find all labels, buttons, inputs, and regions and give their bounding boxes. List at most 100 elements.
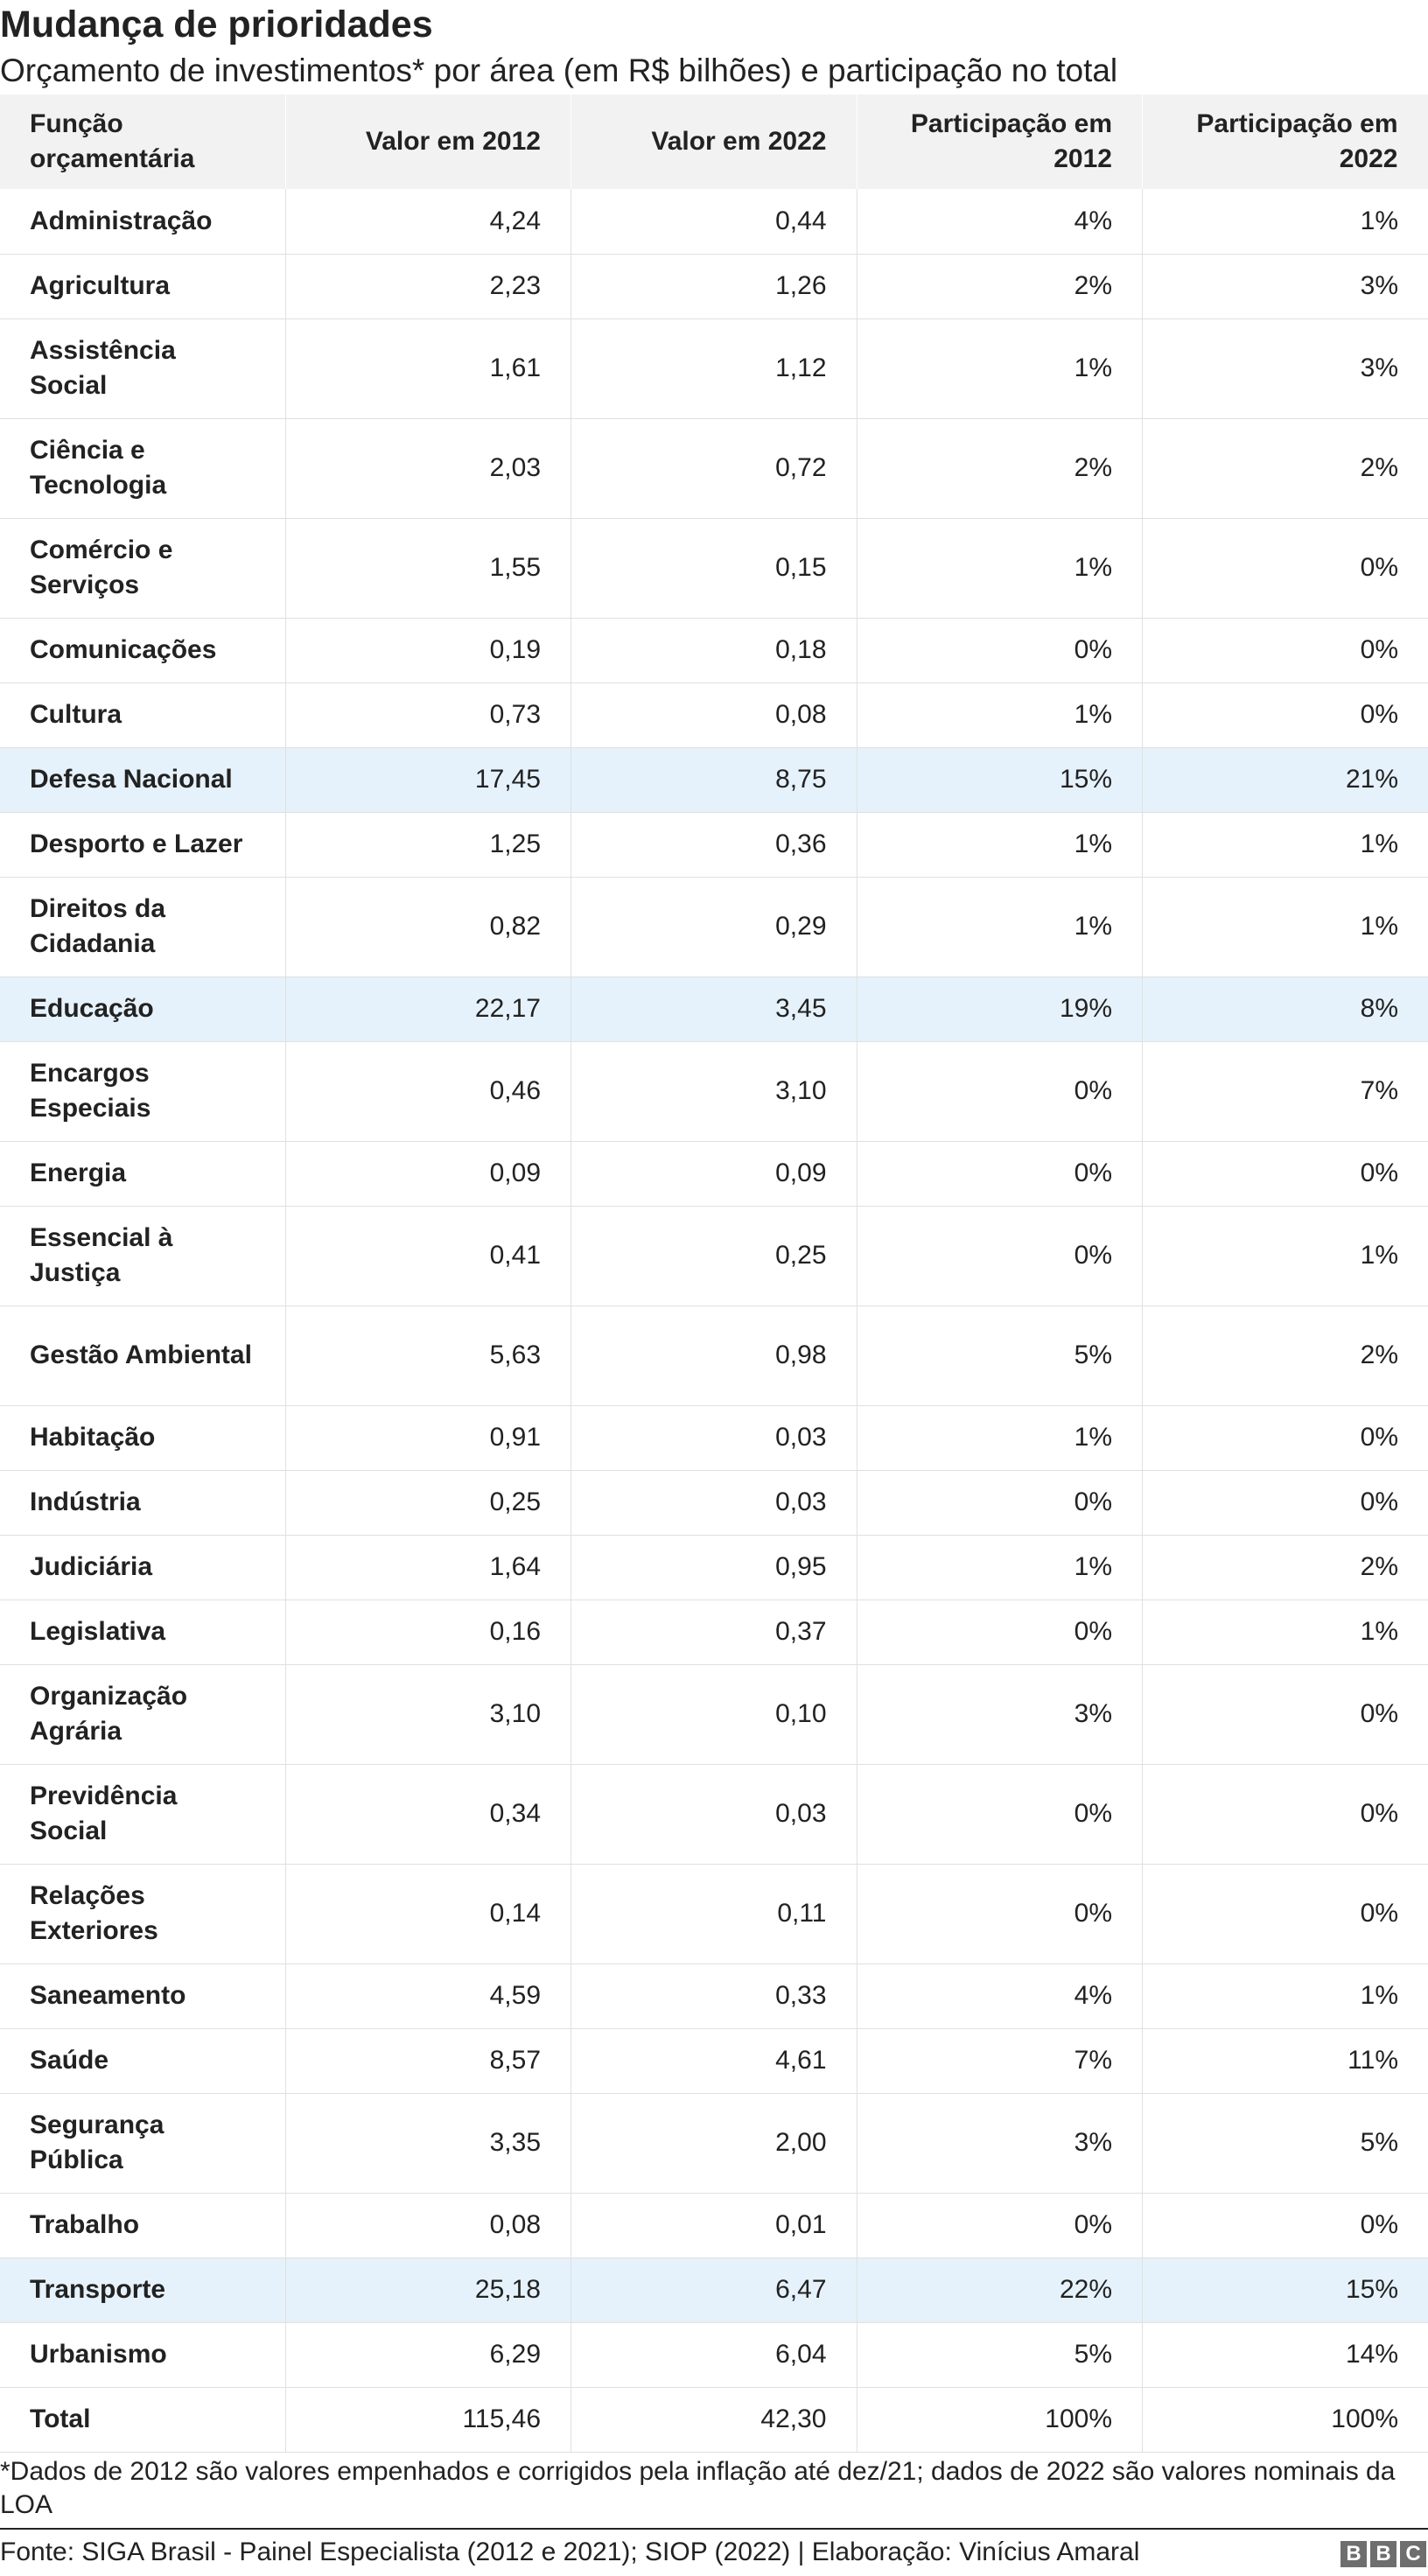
- cell-valor-2022: 2,00: [570, 2093, 858, 2194]
- cell-valor-2012: 3,10: [285, 1664, 571, 1765]
- cell-participacao-2012: 1%: [857, 812, 1143, 878]
- cell-participacao-2022: 0%: [1142, 1405, 1428, 1471]
- cell-participacao-2012: 0%: [857, 1141, 1143, 1207]
- cell-funcao: Administração: [0, 189, 286, 255]
- cell-participacao-2012: 1%: [857, 682, 1143, 748]
- cell-participacao-2012: 1%: [857, 318, 1143, 419]
- cell-participacao-2012: 1%: [857, 1405, 1143, 1471]
- cell-participacao-2012: 1%: [857, 877, 1143, 977]
- table-row: Desporto e Lazer 1,25 0,36 1% 1%: [0, 812, 1428, 878]
- source-note: Fonte: SIGA Brasil - Painel Especialista…: [0, 2538, 1140, 2566]
- table-row: Cultura 0,73 0,08 1% 0%: [0, 682, 1428, 748]
- cell-participacao-2022: 1%: [1142, 812, 1428, 878]
- cell-valor-2012: 2,03: [285, 418, 571, 519]
- cell-valor-2012: 6,29: [285, 2322, 571, 2388]
- cell-valor-2012: 1,55: [285, 518, 571, 619]
- cell-participacao-2012: 2%: [857, 254, 1143, 319]
- cell-funcao: Direitos da Cidadania: [0, 877, 286, 977]
- cell-participacao-2022: 3%: [1142, 318, 1428, 419]
- logo-letter: C: [1400, 2541, 1426, 2567]
- cell-funcao: Total: [0, 2387, 286, 2453]
- cell-valor-2022: 3,45: [570, 976, 858, 1042]
- cell-funcao: Desporto e Lazer: [0, 812, 286, 878]
- cell-participacao-2012: 1%: [857, 518, 1143, 619]
- cell-valor-2012: 0,91: [285, 1405, 571, 1471]
- cell-valor-2012: 0,46: [285, 1041, 571, 1142]
- cell-participacao-2022: 0%: [1142, 1470, 1428, 1536]
- cell-participacao-2022: 11%: [1142, 2028, 1428, 2094]
- cell-funcao: Defesa Nacional: [0, 747, 286, 813]
- table-row: Judiciária 1,64 0,95 1% 2%: [0, 1535, 1428, 1600]
- table-row: Relações Exteriores 0,14 0,11 0% 0%: [0, 1864, 1428, 1964]
- cell-participacao-2012: 0%: [857, 618, 1143, 683]
- cell-funcao: Encargos Especiais: [0, 1041, 286, 1142]
- cell-valor-2012: 0,25: [285, 1470, 571, 1536]
- table-row: Trabalho 0,08 0,01 0% 0%: [0, 2193, 1428, 2258]
- table-row: Administração 4,24 0,44 4% 1%: [0, 189, 1428, 255]
- cell-valor-2012: 4,24: [285, 189, 571, 255]
- cell-valor-2022: 0,29: [570, 877, 858, 977]
- cell-valor-2012: 1,25: [285, 812, 571, 878]
- cell-participacao-2012: 0%: [857, 2193, 1143, 2258]
- cell-valor-2022: 0,98: [570, 1306, 858, 1406]
- cell-valor-2022: 0,44: [570, 189, 858, 255]
- table-row: Ciência e Tecnologia 2,03 0,72 2% 2%: [0, 418, 1428, 519]
- cell-valor-2022: 0,25: [570, 1206, 858, 1306]
- cell-funcao: Segurança Pública: [0, 2093, 286, 2194]
- cell-valor-2012: 0,19: [285, 618, 571, 683]
- data-table: Função orçamentária Valor em 2012 Valor …: [0, 94, 1428, 2453]
- cell-participacao-2012: 0%: [857, 1041, 1143, 1142]
- cell-participacao-2022: 0%: [1142, 518, 1428, 619]
- cell-valor-2012: 17,45: [285, 747, 571, 813]
- bbc-logo: B B C: [1340, 2541, 1426, 2567]
- table-body: Administração 4,24 0,44 4% 1% Agricultura 2,23…: [0, 189, 1428, 2453]
- cell-funcao: Gestão Ambiental: [0, 1306, 286, 1406]
- cell-participacao-2012: 3%: [857, 1664, 1143, 1765]
- cell-funcao: Previdência Social: [0, 1764, 286, 1865]
- cell-participacao-2012: 4%: [857, 1964, 1143, 2029]
- table-row: Previdência Social 0,34 0,03 0% 0%: [0, 1764, 1428, 1865]
- cell-participacao-2022: 14%: [1142, 2322, 1428, 2388]
- cell-valor-2012: 0,14: [285, 1864, 571, 1964]
- cell-valor-2012: 0,09: [285, 1141, 571, 1207]
- table-row: Essencial à Justiça 0,41 0,25 0% 1%: [0, 1206, 1428, 1306]
- cell-participacao-2022: 0%: [1142, 682, 1428, 748]
- table-row: Assistência Social 1,61 1,12 1% 3%: [0, 318, 1428, 419]
- cell-valor-2022: 0,01: [570, 2193, 858, 2258]
- logo-letter: B: [1370, 2541, 1396, 2567]
- cell-valor-2022: 0,33: [570, 1964, 858, 2029]
- table-row: Saneamento 4,59 0,33 4% 1%: [0, 1964, 1428, 2029]
- cell-participacao-2012: 100%: [857, 2387, 1143, 2453]
- cell-participacao-2022: 0%: [1142, 1664, 1428, 1765]
- logo-letter: B: [1340, 2541, 1367, 2567]
- cell-funcao: Energia: [0, 1141, 286, 1207]
- table-header: Função orçamentária Valor em 2012 Valor …: [0, 94, 1428, 189]
- column-header-participacao-2012: Participação em 2012: [857, 94, 1143, 189]
- table-row: Comércio e Serviços 1,55 0,15 1% 0%: [0, 518, 1428, 619]
- table-row: Energia 0,09 0,09 0% 0%: [0, 1141, 1428, 1207]
- cell-participacao-2012: 2%: [857, 418, 1143, 519]
- cell-participacao-2022: 3%: [1142, 254, 1428, 319]
- cell-participacao-2022: 0%: [1142, 618, 1428, 683]
- table-row: Educação 22,17 3,45 19% 8%: [0, 976, 1428, 1042]
- cell-valor-2022: 8,75: [570, 747, 858, 813]
- cell-valor-2022: 4,61: [570, 2028, 858, 2094]
- cell-valor-2012: 0,82: [285, 877, 571, 977]
- cell-participacao-2022: 1%: [1142, 1964, 1428, 2029]
- footer-divider: [0, 2528, 1428, 2530]
- cell-participacao-2012: 4%: [857, 189, 1143, 255]
- table-row: Transporte 25,18 6,47 22% 15%: [0, 2258, 1428, 2323]
- cell-valor-2022: 0,03: [570, 1405, 858, 1471]
- cell-valor-2022: 0,37: [570, 1600, 858, 1665]
- cell-valor-2012: 0,08: [285, 2193, 571, 2258]
- cell-participacao-2022: 0%: [1142, 1141, 1428, 1207]
- cell-valor-2012: 0,34: [285, 1764, 571, 1865]
- cell-participacao-2022: 5%: [1142, 2093, 1428, 2194]
- cell-valor-2012: 0,16: [285, 1600, 571, 1665]
- cell-valor-2012: 0,73: [285, 682, 571, 748]
- cell-participacao-2012: 22%: [857, 2258, 1143, 2323]
- cell-valor-2022: 0,11: [570, 1864, 858, 1964]
- cell-participacao-2012: 0%: [857, 1864, 1143, 1964]
- cell-funcao: Judiciária: [0, 1535, 286, 1600]
- cell-valor-2022: 0,03: [570, 1470, 858, 1536]
